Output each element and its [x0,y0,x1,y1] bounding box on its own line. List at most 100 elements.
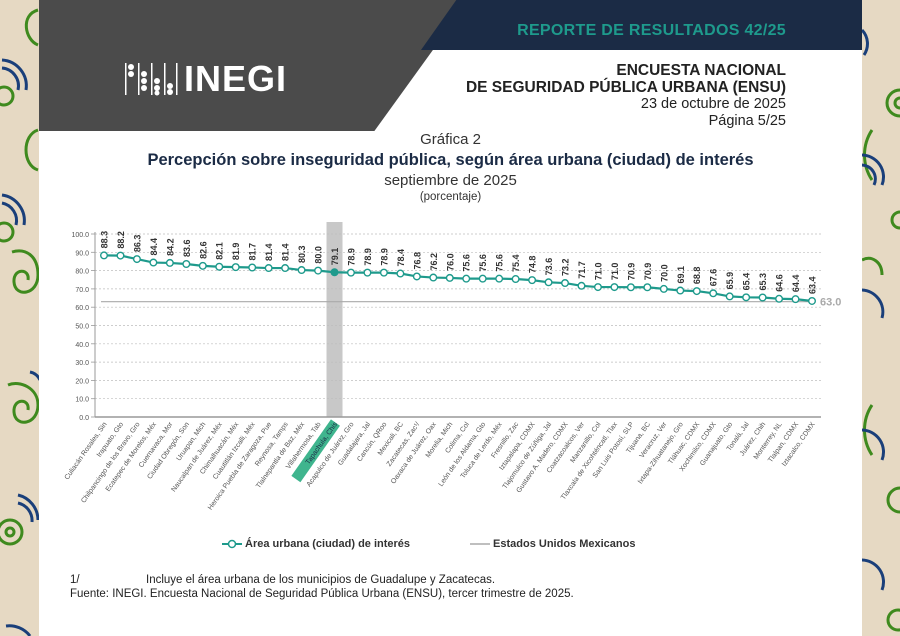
legend-item-national: Estados Unidos Mexicanos [470,538,635,550]
data-label: 81.4 [281,244,291,262]
data-point [528,276,537,285]
data-point [593,283,602,292]
data-point [626,283,635,292]
source-note: Fuente: INEGI. Encuesta Nacional de Segu… [70,588,574,600]
data-label: 68.8 [692,267,702,285]
data-label: 73.6 [544,258,554,276]
survey-name-line1: ENCUESTA NACIONAL [616,62,786,79]
data-point [495,274,504,283]
data-label: 81.9 [231,243,241,261]
data-label: 75.6 [462,254,472,272]
data-point [429,273,438,282]
inegi-abacus-icon [125,63,178,96]
data-point [116,251,125,260]
report-date: 23 de octubre de 2025 [640,96,786,112]
data-point [100,251,109,260]
data-label: 78.9 [363,248,373,266]
data-point [478,274,487,283]
decorative-swirl-icon [0,8,40,636]
legend-line-marker-icon [222,539,242,549]
data-label: 71.0 [593,263,603,281]
page-number: Página 5/25 [708,113,786,129]
data-label: 63.4 [808,276,818,294]
background-pattern-right [862,0,900,636]
data-point [610,283,619,292]
y-tick-label: 40.0 [75,342,89,349]
data-label: 73.2 [561,259,571,277]
data-point [281,264,290,273]
data-label: 70.9 [643,263,653,281]
footnote-marker: 1/ [70,574,80,586]
data-point [363,268,372,277]
national-value-label: 63.0 [820,297,841,309]
data-label: 82.6 [198,241,208,259]
data-point [544,278,553,287]
data-label: 80.3 [297,246,307,264]
highlight-category-bg [291,419,340,483]
data-label: 65.9 [725,272,735,290]
report-title: REPORTE DE RESULTADOS 42/25 [517,22,786,39]
y-tick-label: 20.0 [75,378,89,385]
footnote-text: Incluye el área urbana de los municipios… [146,574,496,586]
data-point [561,279,570,288]
data-point [248,263,257,272]
y-tick-label: 70.0 [75,287,89,294]
data-point [808,296,817,305]
data-label: 70.0 [659,264,669,282]
survey-header: ENCUESTA NACIONAL DE SEGURIDAD PÚBLICA U… [466,62,786,130]
data-point [775,294,784,303]
data-label: 78.4 [396,249,406,267]
data-label: 69.1 [676,266,686,284]
data-label: 67.6 [709,269,719,287]
data-point [264,264,273,273]
series-line [103,254,813,303]
data-label: 88.2 [116,231,126,249]
data-point [330,268,339,277]
data-point [742,293,751,302]
y-tick-label: 90.0 [75,250,89,257]
survey-name-line2: DE SEGURIDAD PÚBLICA URBANA (ENSU) [465,79,786,96]
data-label: 83.6 [182,239,192,257]
background-pattern-left [0,0,40,636]
data-label: 75.4 [511,254,521,272]
y-tick-label: 0.0 [79,415,89,422]
data-label: 65.3 [758,273,768,291]
chart-title: Percepción sobre inseguridad pública, se… [147,151,754,169]
data-label: 76.0 [445,253,455,271]
data-label: 78.9 [346,248,356,266]
data-label: 78.9 [379,248,389,266]
data-label: 65.4 [742,273,752,291]
data-point [511,275,520,284]
y-tick-label: 80.0 [75,269,89,276]
legend-item-city: Área urbana (ciudad) de interés [222,538,410,550]
line-chart: 0.0 10.0 20.0 30.0 40.0 50.0 60.0 70.0 80.0 90.0 1… [64,222,841,512]
data-point [165,258,174,267]
legend-line-icon [470,543,491,545]
data-label: 70.9 [626,263,636,281]
data-label: 80.0 [314,246,324,264]
data-point [659,284,668,293]
data-label: 88.3 [100,231,110,249]
data-label: 82.1 [215,242,225,260]
chart-unit: (porcentaje) [419,191,482,203]
data-label: 84.2 [165,238,175,256]
data-point [149,258,158,267]
footnote: 1/ Incluye el área urbana de los municip… [70,574,495,586]
data-label: 76.2 [429,253,439,271]
data-point [462,274,471,283]
data-point [709,289,718,298]
data-point [725,292,734,301]
y-tick-label: 60.0 [75,305,89,312]
data-point [577,281,586,290]
data-point [676,286,685,295]
legend-label-national: Estados Unidos Mexicanos [493,538,636,550]
inegi-logo-text: INEGI [184,58,288,99]
chart-legend: Área urbana (ciudad) de interés Estados … [222,538,635,550]
data-label: 75.6 [478,254,488,272]
data-point [231,263,240,272]
data-label: 75.6 [495,254,505,272]
data-label: 64.4 [791,275,801,293]
y-tick-label: 30.0 [75,360,89,367]
data-label: 79.1 [330,248,340,266]
data-label: 71.7 [577,261,587,279]
